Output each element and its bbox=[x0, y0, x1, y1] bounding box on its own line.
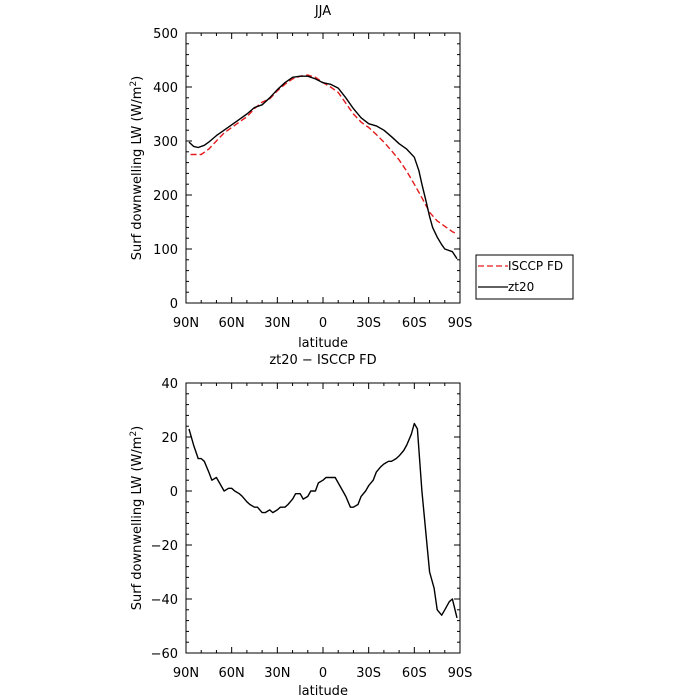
y-tick-label: 500 bbox=[153, 27, 178, 42]
x-tick-label: 0 bbox=[319, 316, 327, 331]
x-tick-label: 90S bbox=[448, 316, 473, 331]
y-tick-label: 300 bbox=[153, 135, 178, 150]
legend-label-zt20: zt20 bbox=[508, 280, 534, 294]
x-tick-label: 60N bbox=[219, 316, 245, 331]
series-line-isccp-fd bbox=[190, 74, 458, 235]
legend: ISCCP FD zt20 bbox=[475, 254, 574, 300]
y-tick-label: 200 bbox=[153, 189, 178, 204]
x-tick-label: 90N bbox=[173, 316, 199, 331]
chart-title: zt20 − ISCCP FD bbox=[269, 353, 376, 368]
y-tick-label: 0 bbox=[170, 485, 178, 500]
y-tick-label: −40 bbox=[151, 593, 178, 608]
y-tick-label: 20 bbox=[161, 431, 178, 446]
plot-frame bbox=[185, 382, 461, 654]
y-axis-label: Surf downwelling LW (W/m2) bbox=[129, 426, 145, 611]
x-axis-label: latitude bbox=[298, 684, 348, 699]
y-tick-label: 40 bbox=[161, 377, 178, 392]
y-axis-label-end: ) bbox=[130, 76, 145, 81]
y-tick-label: 0 bbox=[170, 297, 178, 312]
x-tick-label: 30S bbox=[356, 316, 381, 331]
x-tick-label: 30S bbox=[356, 666, 381, 681]
plot-area: 0 100 200 300 400 500 90N 60N 30N 0 30S 60S 90S bbox=[153, 27, 472, 331]
x-axis-label: latitude bbox=[298, 336, 348, 351]
x-tick-label: 90N bbox=[173, 666, 199, 681]
x-tick-label: 60S bbox=[402, 316, 427, 331]
plot-frame bbox=[185, 32, 461, 304]
series-line-difference bbox=[188, 422, 458, 619]
x-tick-label: 0 bbox=[319, 666, 327, 681]
x-tick-label: 60N bbox=[219, 666, 245, 681]
y-axis-label-sup: 2 bbox=[129, 81, 139, 87]
x-tick-label: 30N bbox=[264, 316, 290, 331]
legend-box bbox=[475, 254, 574, 300]
chart-title: JJA bbox=[314, 4, 331, 19]
x-tick-label: 30N bbox=[264, 666, 290, 681]
panel-difference: zt20 − ISCCP FD −60 −40 −20 0 20 40 90N 60N 30N 0… bbox=[129, 353, 472, 699]
y-axis-label-sup: 2 bbox=[129, 431, 139, 437]
x-tick-label: 90S bbox=[448, 666, 473, 681]
x-tick-label: 60S bbox=[402, 666, 427, 681]
y-axis-label-main: Surf downwelling LW (W/m bbox=[130, 437, 145, 611]
y-tick-label: −20 bbox=[151, 539, 178, 554]
y-axis-label-end: ) bbox=[130, 426, 145, 431]
y-tick-label: 100 bbox=[153, 243, 178, 258]
y-axis-label-main: Surf downwelling LW (W/m bbox=[130, 87, 145, 261]
y-tick-label: −60 bbox=[151, 647, 178, 662]
legend-label-isccp: ISCCP FD bbox=[508, 259, 563, 273]
y-axis-label: Surf downwelling LW (W/m2) bbox=[129, 76, 145, 261]
plot-area: −60 −40 −20 0 20 40 90N 60N 30N 0 30S 60S 90S bbox=[151, 377, 473, 681]
y-tick-label: 400 bbox=[153, 81, 178, 96]
series-line-zt20 bbox=[188, 75, 458, 260]
